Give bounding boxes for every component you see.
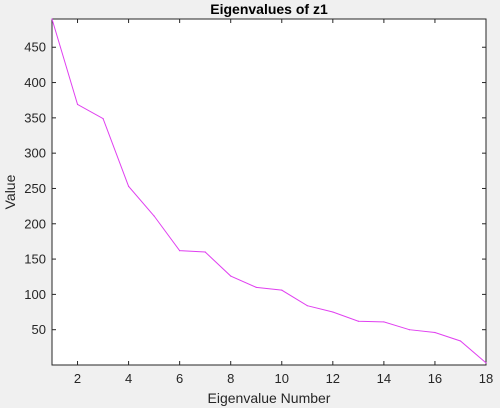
plot-area	[51, 18, 487, 366]
data-point	[408, 329, 411, 331]
series-layer	[51, 18, 487, 364]
data-point	[383, 321, 385, 323]
y-tick-label: 150	[24, 252, 46, 267]
data-point	[459, 340, 462, 342]
y-tick-label: 200	[24, 216, 46, 231]
y-tick-label: 250	[24, 181, 46, 196]
x-tick-label: 8	[227, 371, 234, 386]
x-axis-label: Eigenvalue Number	[208, 390, 331, 406]
x-tick-label: 18	[479, 371, 493, 386]
x-ticks: 2 4 6 8 10 12 14 16 18	[74, 19, 493, 386]
data-point	[51, 18, 53, 20]
data-point	[204, 251, 206, 253]
data-point	[485, 362, 487, 364]
chart-title: Eigenvalues of z1	[210, 1, 328, 17]
x-tick-label: 16	[428, 371, 442, 386]
x-tick-label: 10	[275, 371, 289, 386]
y-tick-label: 50	[32, 322, 46, 337]
x-tick-label: 14	[377, 371, 391, 386]
x-tick-label: 2	[74, 371, 81, 386]
y-tick-label: 400	[24, 75, 46, 90]
data-point	[332, 311, 334, 313]
data-point	[76, 103, 79, 106]
x-tick-label: 12	[326, 371, 340, 386]
y-tick-label: 450	[24, 40, 46, 55]
data-point	[102, 117, 104, 120]
data-point	[153, 215, 155, 217]
series-line	[51, 18, 487, 364]
y-tick-label: 100	[24, 287, 46, 302]
data-point	[306, 305, 308, 307]
y-tick-label: 350	[24, 110, 46, 125]
data-point	[179, 250, 181, 252]
data-point	[357, 320, 359, 322]
data-point	[434, 331, 436, 334]
data-point	[127, 185, 130, 187]
y-tick-label: 300	[24, 146, 46, 161]
x-tick-label: 4	[125, 371, 132, 386]
x-tick-label: 6	[176, 371, 183, 386]
data-point	[230, 275, 232, 277]
y-ticks: 50 100 150 200 250 300 350 400 450	[24, 40, 486, 337]
y-axis-label: Value	[2, 174, 18, 209]
data-point	[255, 286, 257, 288]
data-point	[281, 289, 283, 291]
